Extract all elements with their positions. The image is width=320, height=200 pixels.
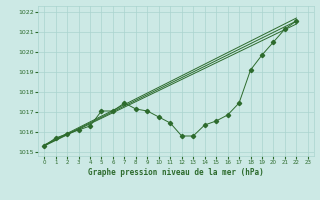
X-axis label: Graphe pression niveau de la mer (hPa): Graphe pression niveau de la mer (hPa)	[88, 168, 264, 177]
